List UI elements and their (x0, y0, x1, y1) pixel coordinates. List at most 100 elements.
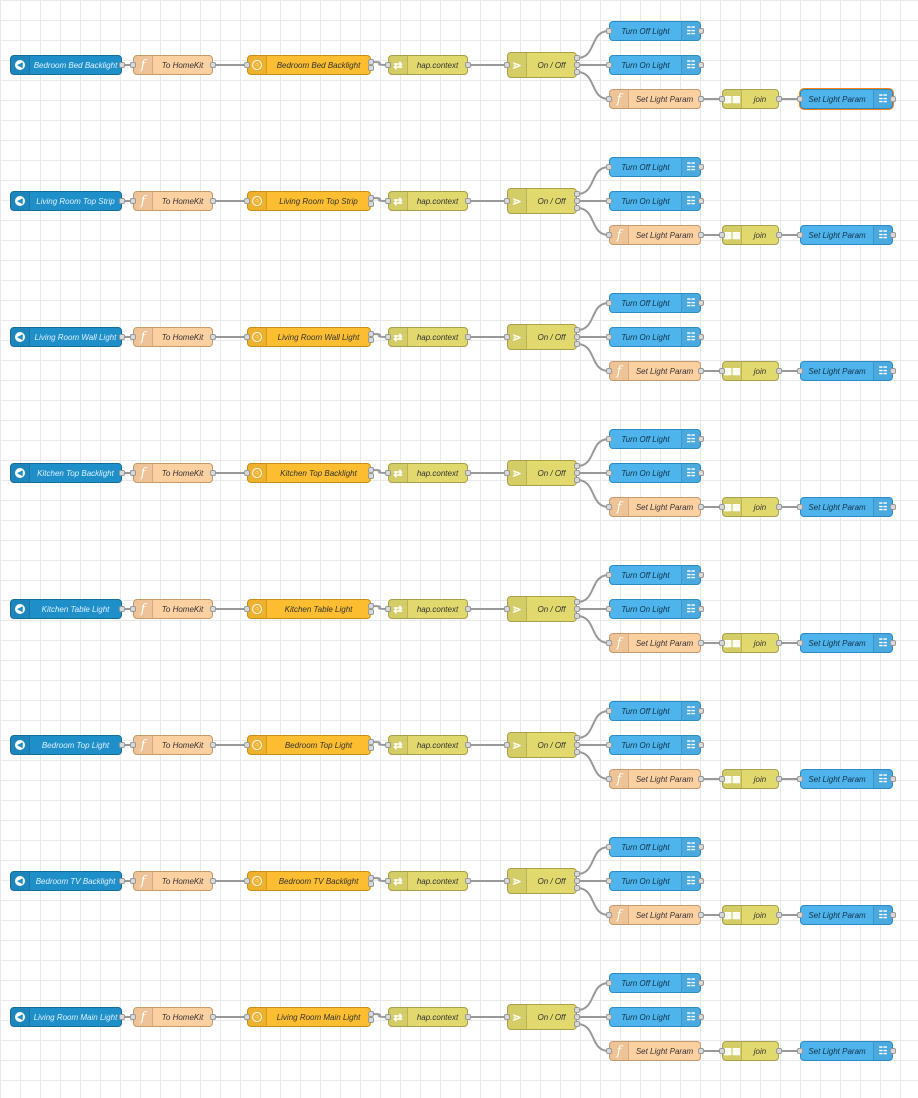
set-light-param-output-node[interactable]: Set Light Param ☷ (800, 633, 893, 653)
change-node[interactable]: ⇄ hap.context (388, 735, 468, 755)
join-node-input-port[interactable] (719, 368, 725, 374)
to-homekit-function-node[interactable]: f To HomeKit (133, 327, 213, 347)
join-node[interactable]: ▦▦ join (722, 1041, 779, 1061)
turn-on-light-node[interactable]: Turn On Light ☷ (609, 599, 701, 619)
homekit-accessory-node-input-port[interactable] (244, 1014, 250, 1020)
to-homekit-function-node-output-port-0[interactable] (210, 470, 216, 476)
turn-on-light-node[interactable]: Turn On Light ☷ (609, 1007, 701, 1027)
set-light-param-function-node-output-port-0[interactable] (698, 776, 704, 782)
turn-on-light-node-output-port-0[interactable] (698, 878, 704, 884)
homekit-accessory-node-output-port-1[interactable] (368, 881, 374, 887)
turn-on-light-node-input-port[interactable] (606, 606, 612, 612)
set-light-param-function-node-input-port[interactable] (606, 504, 612, 510)
change-node-input-port[interactable] (385, 606, 391, 612)
homekit-accessory-node[interactable]: ⌂ Living Room Wall Light (247, 327, 371, 347)
turn-on-light-node-output-port-0[interactable] (698, 470, 704, 476)
homekit-accessory-node-output-port-0[interactable] (368, 1011, 374, 1017)
set-light-param-output-node[interactable]: Set Light Param ☷ (800, 89, 893, 109)
turn-off-light-node[interactable]: Turn Off Light ☷ (609, 565, 701, 585)
set-light-param-output-node-output-port-0[interactable] (890, 640, 896, 646)
set-light-param-output-node-input-port[interactable] (797, 368, 803, 374)
join-node-output-port-0[interactable] (776, 912, 782, 918)
turn-off-light-node-output-port-0[interactable] (698, 980, 704, 986)
switch-node-input-port[interactable] (504, 198, 510, 204)
turn-on-light-node[interactable]: Turn On Light ☷ (609, 55, 701, 75)
to-homekit-function-node-output-port-0[interactable] (210, 198, 216, 204)
turn-off-light-node[interactable]: Turn Off Light ☷ (609, 973, 701, 993)
set-light-param-function-node-input-port[interactable] (606, 1048, 612, 1054)
change-node-input-port[interactable] (385, 742, 391, 748)
join-node-output-port-0[interactable] (776, 504, 782, 510)
set-light-param-output-node[interactable]: Set Light Param ☷ (800, 497, 893, 517)
switch-node[interactable]: ⋗ On / Off (507, 868, 577, 894)
join-node-input-port[interactable] (719, 1048, 725, 1054)
switch-node[interactable]: ⋗ On / Off (507, 1004, 577, 1030)
join-node[interactable]: ▦▦ join (722, 361, 779, 381)
homekit-accessory-node[interactable]: ⌂ Kitchen Top Backlight (247, 463, 371, 483)
change-node[interactable]: ⇄ hap.context (388, 599, 468, 619)
homekit-accessory-node[interactable]: ⌂ Living Room Main Light (247, 1007, 371, 1027)
wire[interactable] (370, 741, 389, 746)
homekit-accessory-node-output-port-1[interactable] (368, 201, 374, 207)
set-light-param-function-node-input-port[interactable] (606, 912, 612, 918)
homekit-accessory-node-output-port-0[interactable] (368, 739, 374, 745)
wire[interactable] (576, 846, 610, 875)
turn-off-light-node-output-port-0[interactable] (698, 436, 704, 442)
turn-off-light-node[interactable]: Turn Off Light ☷ (609, 157, 701, 177)
set-light-param-output-node-output-port-0[interactable] (890, 776, 896, 782)
homekit-accessory-node[interactable]: ⌂ Kitchen Table Light (247, 599, 371, 619)
join-node-input-port[interactable] (719, 96, 725, 102)
turn-off-light-node[interactable]: Turn Off Light ☷ (609, 701, 701, 721)
homekit-accessory-node-output-port-0[interactable] (368, 331, 374, 337)
switch-node-output-port-2[interactable] (574, 1021, 580, 1027)
switch-node-output-port-0[interactable] (574, 463, 580, 469)
wire[interactable] (370, 1013, 389, 1018)
switch-node-output-port-1[interactable] (574, 606, 580, 612)
turn-on-light-node[interactable]: Turn On Light ☷ (609, 871, 701, 891)
turn-off-light-node-output-port-0[interactable] (698, 164, 704, 170)
change-node-input-port[interactable] (385, 334, 391, 340)
switch-node-output-port-0[interactable] (574, 55, 580, 61)
set-light-param-function-node[interactable]: f Set Light Param (609, 361, 701, 381)
switch-node-output-port-0[interactable] (574, 327, 580, 333)
turn-on-light-node-input-port[interactable] (606, 198, 612, 204)
mqtt-in-node-output-port-0[interactable] (119, 878, 125, 884)
switch-node[interactable]: ⋗ On / Off (507, 188, 577, 214)
set-light-param-output-node-output-port-0[interactable] (890, 368, 896, 374)
wire[interactable] (576, 751, 610, 780)
wire[interactable] (370, 61, 389, 66)
change-node-input-port[interactable] (385, 62, 391, 68)
homekit-accessory-node-output-port-1[interactable] (368, 473, 374, 479)
switch-node-input-port[interactable] (504, 470, 510, 476)
to-homekit-function-node[interactable]: f To HomeKit (133, 735, 213, 755)
to-homekit-function-node-output-port-0[interactable] (210, 1014, 216, 1020)
join-node[interactable]: ▦▦ join (722, 905, 779, 925)
to-homekit-function-node-input-port[interactable] (130, 334, 136, 340)
homekit-accessory-node-output-port-0[interactable] (368, 59, 374, 65)
switch-node-output-port-1[interactable] (574, 1014, 580, 1020)
set-light-param-function-node-input-port[interactable] (606, 232, 612, 238)
set-light-param-output-node-output-port-0[interactable] (890, 96, 896, 102)
set-light-param-function-node-output-port-0[interactable] (698, 1048, 704, 1054)
switch-node-output-port-1[interactable] (574, 334, 580, 340)
wire[interactable] (576, 982, 610, 1011)
set-light-param-output-node-input-port[interactable] (797, 912, 803, 918)
homekit-accessory-node[interactable]: ⌂ Living Room Top Strip (247, 191, 371, 211)
turn-on-light-node[interactable]: Turn On Light ☷ (609, 191, 701, 211)
switch-node[interactable]: ⋗ On / Off (507, 596, 577, 622)
mqtt-in-node[interactable]: ◀ Bedroom Top Light (10, 735, 122, 755)
join-node-output-port-0[interactable] (776, 96, 782, 102)
switch-node-output-port-2[interactable] (574, 341, 580, 347)
switch-node-input-port[interactable] (504, 606, 510, 612)
turn-on-light-node-input-port[interactable] (606, 1014, 612, 1020)
set-light-param-function-node-output-port-0[interactable] (698, 232, 704, 238)
set-light-param-output-node-output-port-0[interactable] (890, 1048, 896, 1054)
turn-off-light-node[interactable]: Turn Off Light ☷ (609, 429, 701, 449)
turn-on-light-node[interactable]: Turn On Light ☷ (609, 463, 701, 483)
homekit-accessory-node-output-port-1[interactable] (368, 745, 374, 751)
change-node[interactable]: ⇄ hap.context (388, 191, 468, 211)
turn-off-light-node-input-port[interactable] (606, 164, 612, 170)
homekit-accessory-node-input-port[interactable] (244, 62, 250, 68)
change-node-input-port[interactable] (385, 1014, 391, 1020)
to-homekit-function-node[interactable]: f To HomeKit (133, 871, 213, 891)
